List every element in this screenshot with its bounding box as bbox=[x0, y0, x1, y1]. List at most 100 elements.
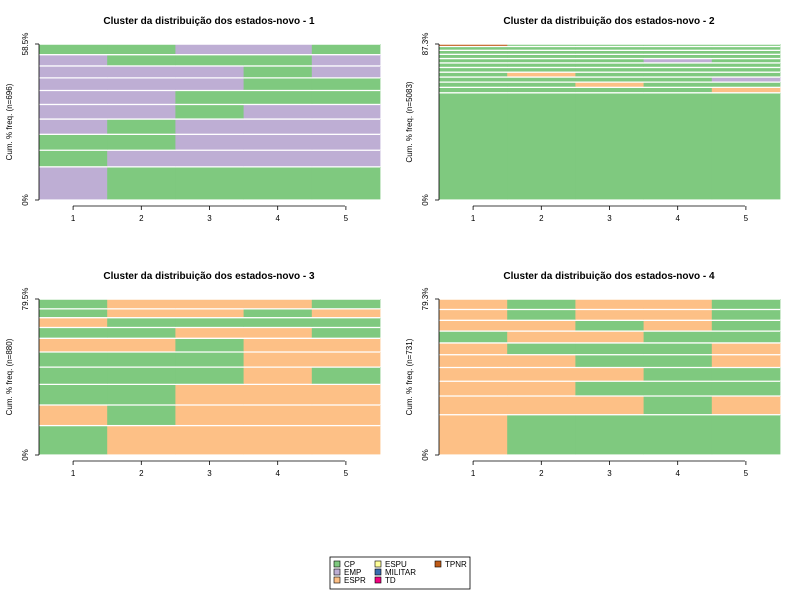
sequence-8-segment-5 bbox=[711, 320, 781, 331]
sequence-9-segment-2 bbox=[107, 54, 176, 66]
sequence-9-segment-2 bbox=[107, 308, 176, 318]
x-tick-label: 2 bbox=[139, 469, 144, 478]
sequence-7-segment-3 bbox=[175, 77, 244, 90]
sequence-2-segment-5 bbox=[711, 395, 781, 415]
sequence-10-segment-4 bbox=[643, 50, 713, 54]
sequence-8-segment-1 bbox=[439, 58, 508, 63]
sequence-1-segment-5 bbox=[711, 92, 781, 200]
sequence-5-segment-5 bbox=[311, 351, 381, 367]
sequence-8-segment-1 bbox=[439, 320, 508, 331]
sequence-5-segment-5 bbox=[311, 104, 381, 119]
sequence-2-segment-5 bbox=[311, 404, 381, 425]
sequence-1-segment-3 bbox=[175, 425, 244, 455]
sequence-3-segment-1 bbox=[439, 82, 508, 87]
sequence-6-segment-2 bbox=[507, 67, 576, 72]
x-tick-label: 3 bbox=[207, 469, 212, 478]
sequence-5-segment-4 bbox=[243, 104, 313, 119]
bar-area bbox=[439, 298, 781, 455]
legend-label-militar: MILITAR bbox=[385, 568, 416, 577]
sequence-10-segment-1 bbox=[439, 50, 508, 54]
sequence-3-segment-3 bbox=[175, 134, 244, 150]
y-tick-label: 79.3% bbox=[421, 288, 430, 311]
sequence-2-segment-4 bbox=[243, 404, 313, 425]
sequence-9-segment-5 bbox=[311, 54, 381, 66]
x-tick-label: 2 bbox=[139, 214, 144, 223]
sequence-7-segment-1 bbox=[439, 62, 508, 67]
x-tick-label: 1 bbox=[471, 214, 476, 223]
sequence-2-segment-1 bbox=[39, 150, 108, 167]
sequence-9-segment-4 bbox=[643, 54, 713, 58]
sequence-8-segment-3 bbox=[575, 320, 644, 331]
x-tick-label: 5 bbox=[344, 469, 349, 478]
y-axis-label: Cum. % freq. (n=731) bbox=[405, 338, 414, 415]
chart-title: Cluster da distribuição dos estados-novo… bbox=[503, 16, 715, 27]
sequence-5-segment-4 bbox=[243, 351, 313, 367]
sequence-5-segment-1 bbox=[439, 72, 508, 77]
sequence-6-segment-1 bbox=[439, 342, 508, 355]
sequence-1-segment-4 bbox=[643, 92, 713, 200]
sequence-8-segment-3 bbox=[175, 317, 244, 327]
legend-swatch-militar bbox=[374, 568, 382, 576]
sequence-2-segment-4 bbox=[643, 395, 713, 415]
legend-label-td: TD bbox=[385, 576, 396, 585]
y-tick-label: 0% bbox=[21, 194, 30, 206]
x-ticks: 1 2 3 4 5 bbox=[471, 461, 749, 478]
sequence-10-segment-5 bbox=[711, 299, 781, 309]
sequence-4-segment-1 bbox=[39, 367, 108, 384]
sequence-9-segment-1 bbox=[439, 54, 508, 58]
sequence-9-segment-1 bbox=[39, 308, 108, 318]
axes: 0% 79.3% Cum. % freq. (n=731) 1 2 3 4 5 bbox=[405, 288, 749, 478]
sequence-4-segment-4 bbox=[643, 367, 713, 381]
y-tick-label: 0% bbox=[421, 194, 430, 206]
sequence-4-segment-5 bbox=[311, 119, 381, 134]
sequence-2-segment-4 bbox=[643, 87, 713, 93]
sequence-9-segment-1 bbox=[39, 54, 108, 66]
sequence-6-segment-2 bbox=[107, 90, 176, 104]
sequence-2-segment-5 bbox=[711, 87, 781, 93]
axes: 0% 58.5% Cum. % freq. (n=696) 1 2 3 4 5 bbox=[5, 33, 349, 223]
sequence-1-segment-1 bbox=[39, 425, 108, 455]
sequence-2-segment-3 bbox=[175, 150, 244, 167]
sequence-5-segment-3 bbox=[175, 351, 244, 367]
y-tick-label: 0% bbox=[421, 449, 430, 461]
sequence-10-segment-3 bbox=[175, 44, 244, 55]
sequence-10-segment-5 bbox=[311, 44, 381, 55]
sequence-6-segment-1 bbox=[439, 67, 508, 72]
sequence-11-segment-1 bbox=[439, 46, 508, 50]
sequence-8-segment-5 bbox=[311, 317, 381, 327]
sequence-1-segment-5 bbox=[711, 414, 781, 455]
sequence-8-segment-4 bbox=[643, 58, 713, 63]
x-tick-label: 4 bbox=[275, 469, 280, 478]
sequence-3-segment-2 bbox=[107, 134, 176, 150]
axes: 0% 79.5% Cum. % freq. (n=880) 1 2 3 4 5 bbox=[5, 288, 349, 478]
sequence-7-segment-5 bbox=[311, 327, 381, 338]
x-tick-label: 3 bbox=[207, 214, 212, 223]
sequence-4-segment-3 bbox=[575, 367, 644, 381]
sequence-1-segment-2 bbox=[507, 92, 576, 200]
sequence-1-segment-2 bbox=[507, 414, 576, 455]
sequence-2-segment-3 bbox=[575, 395, 644, 415]
legend-swatch-td bbox=[374, 576, 382, 584]
sequence-6-segment-1 bbox=[39, 338, 108, 352]
sequence-3-segment-4 bbox=[243, 384, 313, 405]
chart-panel-2: Cluster da distribuição dos estados-novo… bbox=[405, 16, 781, 223]
sequence-12-segment-4 bbox=[643, 44, 713, 46]
sequence-7-segment-4 bbox=[243, 327, 313, 338]
sequence-5-segment-5 bbox=[711, 354, 781, 367]
sequence-4-segment-5 bbox=[711, 367, 781, 381]
sequence-2-segment-2 bbox=[507, 395, 576, 415]
sequence-9-segment-5 bbox=[711, 309, 781, 320]
sequence-8-segment-1 bbox=[39, 65, 108, 78]
sequence-9-segment-3 bbox=[175, 54, 244, 66]
sequence-6-segment-3 bbox=[175, 90, 244, 104]
legend-swatch-espr bbox=[333, 576, 341, 584]
y-axis-label: Cum. % freq. (n=5083) bbox=[405, 81, 414, 162]
sequence-6-segment-3 bbox=[175, 338, 244, 352]
sequence-10-segment-1 bbox=[39, 44, 108, 55]
sequence-3-segment-1 bbox=[39, 134, 108, 150]
sequence-6-segment-4 bbox=[243, 338, 313, 352]
chart-title: Cluster da distribuição dos estados-novo… bbox=[103, 16, 315, 27]
sequence-5-segment-4 bbox=[643, 354, 713, 367]
